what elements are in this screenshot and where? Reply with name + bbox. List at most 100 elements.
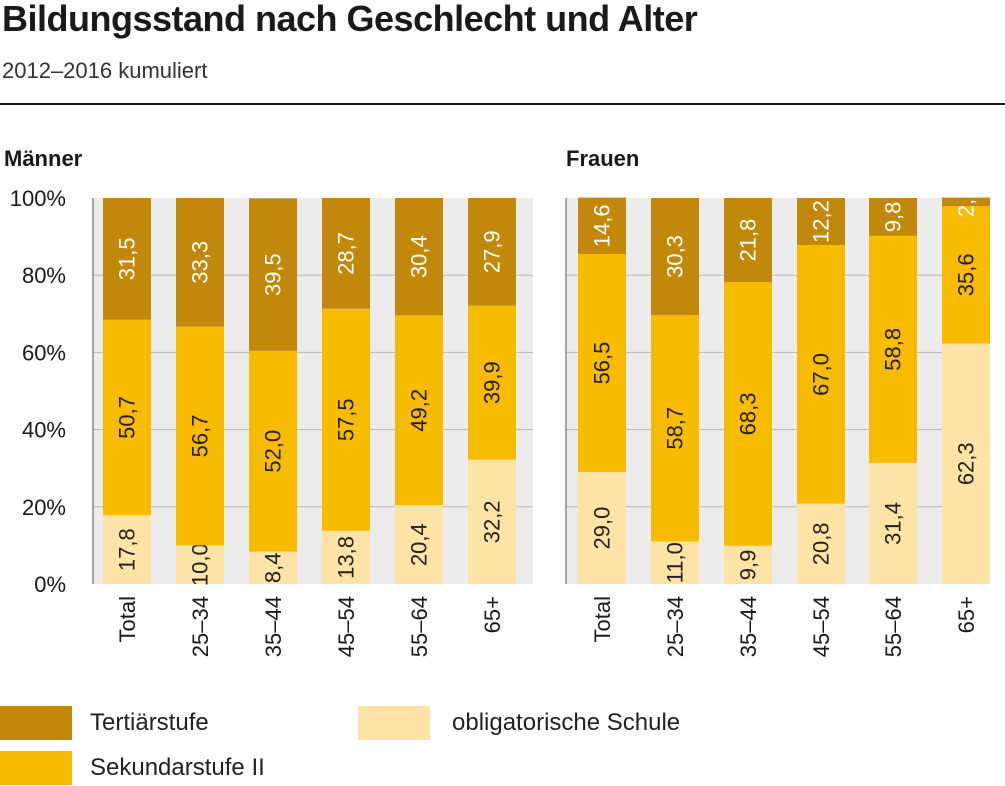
data-label-obligatorisch: 13,8 xyxy=(334,536,359,579)
data-label-sekundar: 49,2 xyxy=(407,389,432,432)
bar-segment-sekundar xyxy=(651,314,699,542)
data-label-sekundar: 50,7 xyxy=(115,396,140,439)
bar-segment-obligatorisch xyxy=(103,515,151,584)
bar-segment-sekundar xyxy=(578,253,626,473)
y-tick-label: 100% xyxy=(10,186,66,211)
bar-segment-tertiaer xyxy=(322,198,370,309)
bar-segment-obligatorisch xyxy=(942,343,990,584)
x-tick-label: Total xyxy=(115,596,140,642)
data-label-obligatorisch: 17,8 xyxy=(115,528,140,571)
bar-segment-obligatorisch xyxy=(869,462,917,584)
bar-segment-tertiaer xyxy=(797,198,845,246)
legend-label-tertiaer: Tertiärstufe xyxy=(90,709,209,736)
data-label-tertiaer: 21,8 xyxy=(736,219,761,262)
data-label-obligatorisch: 20,8 xyxy=(809,522,834,565)
data-label-sekundar: 67,0 xyxy=(809,353,834,396)
data-label-tertiaer: 14,6 xyxy=(590,204,615,247)
bar-segment-sekundar xyxy=(249,350,297,552)
data-label-obligatorisch: 32,2 xyxy=(480,500,505,543)
data-label-sekundar: 39,9 xyxy=(480,361,505,404)
data-label-obligatorisch: 31,4 xyxy=(881,502,906,545)
legend-swatch-obligatorisch xyxy=(358,706,430,740)
bar-segment-sekundar xyxy=(797,245,845,504)
data-label-tertiaer: 31,5 xyxy=(115,237,140,280)
bar-segment-tertiaer xyxy=(176,198,224,327)
x-tick-label: 65+ xyxy=(954,596,979,633)
legend-label-sekundar: Sekundarstufe II xyxy=(90,754,265,781)
y-tick-label: 0% xyxy=(34,572,66,597)
bar-segment-sekundar xyxy=(322,308,370,531)
x-tick-label: 25–34 xyxy=(188,596,213,657)
x-tick-label: 55–64 xyxy=(881,596,906,657)
data-label-obligatorisch: 29,0 xyxy=(590,507,615,550)
data-label-sekundar: 56,5 xyxy=(590,342,615,385)
panel-title-frauen: Frauen xyxy=(566,146,639,171)
bar-segment-sekundar xyxy=(468,305,516,460)
legend-swatch-tertiaer xyxy=(0,706,72,740)
data-label-obligatorisch: 11,0 xyxy=(663,542,688,583)
x-tick-label: 45–54 xyxy=(809,596,834,657)
bar-segment-obligatorisch xyxy=(322,530,370,584)
data-label-tertiaer: 2,2 xyxy=(954,187,979,218)
data-label-tertiaer: 27,9 xyxy=(480,230,505,273)
data-label-tertiaer: 9,8 xyxy=(881,202,906,233)
bar-segment-obligatorisch xyxy=(468,459,516,584)
data-label-obligatorisch: 8,4 xyxy=(261,552,286,583)
stacked-bar-charts: Männer 0% 20% 40% 60% 80% 100% 17,8 50,7 31,5 Tota… xyxy=(4,146,990,657)
data-label-sekundar: 58,8 xyxy=(881,328,906,371)
bar-segment-tertiaer xyxy=(724,198,772,283)
bar-segment-obligatorisch xyxy=(249,551,297,584)
y-tick-label: 80% xyxy=(22,263,66,288)
chart-title: Bildungsstand nach Geschlecht und Alter xyxy=(2,0,698,39)
bar-segment-sekundar xyxy=(395,315,443,506)
legend-swatch-sekundar xyxy=(0,751,72,785)
x-tick-label: 55–64 xyxy=(407,596,432,657)
title-divider xyxy=(0,103,1005,105)
bar-segment-tertiaer xyxy=(942,197,990,207)
y-tick-label: 60% xyxy=(22,340,66,365)
data-label-tertiaer: 39,5 xyxy=(261,253,286,296)
x-tick-label: 35–44 xyxy=(736,596,761,657)
data-label-obligatorisch: 9,9 xyxy=(736,550,761,581)
bar-segment-sekundar xyxy=(942,206,990,344)
bar-segment-sekundar xyxy=(176,326,224,546)
bar-segment-obligatorisch xyxy=(651,541,699,584)
data-label-tertiaer: 28,7 xyxy=(334,232,359,275)
bar-segment-obligatorisch xyxy=(395,505,443,584)
x-tick-label: 25–34 xyxy=(663,596,688,657)
panel-title-maenner: Männer xyxy=(4,146,83,171)
bar-segment-tertiaer xyxy=(651,198,699,315)
data-label-tertiaer: 30,4 xyxy=(407,235,432,278)
data-label-sekundar: 68,3 xyxy=(736,393,761,436)
bar-segment-obligatorisch xyxy=(797,503,845,584)
bar-segment-tertiaer xyxy=(395,198,443,316)
data-label-tertiaer: 33,3 xyxy=(188,241,213,284)
bar-segment-tertiaer xyxy=(869,198,917,236)
data-label-sekundar: 35,6 xyxy=(954,253,979,296)
data-label-obligatorisch: 20,4 xyxy=(407,523,432,566)
x-tick-label: 65+ xyxy=(480,596,505,633)
legend-item-obligatorisch: obligatorische Schule xyxy=(358,706,680,740)
bar-segment-tertiaer xyxy=(249,198,297,351)
data-label-tertiaer: 12,2 xyxy=(809,200,834,243)
bar-segment-sekundar xyxy=(869,235,917,463)
data-label-sekundar: 57,5 xyxy=(334,398,359,441)
legend-item-sekundar: Sekundarstufe II xyxy=(0,751,265,785)
bar-segment-sekundar xyxy=(103,319,151,516)
y-tick-label: 20% xyxy=(22,495,66,520)
x-tick-label: 35–44 xyxy=(261,596,286,657)
data-label-sekundar: 52,0 xyxy=(261,430,286,473)
bar-segment-obligatorisch xyxy=(724,545,772,584)
bar-segment-sekundar xyxy=(724,282,772,546)
data-label-sekundar: 58,7 xyxy=(663,407,688,450)
x-tick-label: 45–54 xyxy=(334,596,359,657)
bar-segment-tertiaer xyxy=(468,198,516,306)
data-label-obligatorisch: 10,0 xyxy=(188,543,213,586)
bar-segment-tertiaer xyxy=(578,197,626,254)
data-label-obligatorisch: 62,3 xyxy=(954,442,979,485)
bar-segment-tertiaer xyxy=(103,198,151,320)
plot-area-maenner xyxy=(93,198,533,584)
x-tick-label: Total xyxy=(590,596,615,642)
bar-segment-obligatorisch xyxy=(176,545,224,584)
bar-segment-obligatorisch xyxy=(578,472,626,584)
